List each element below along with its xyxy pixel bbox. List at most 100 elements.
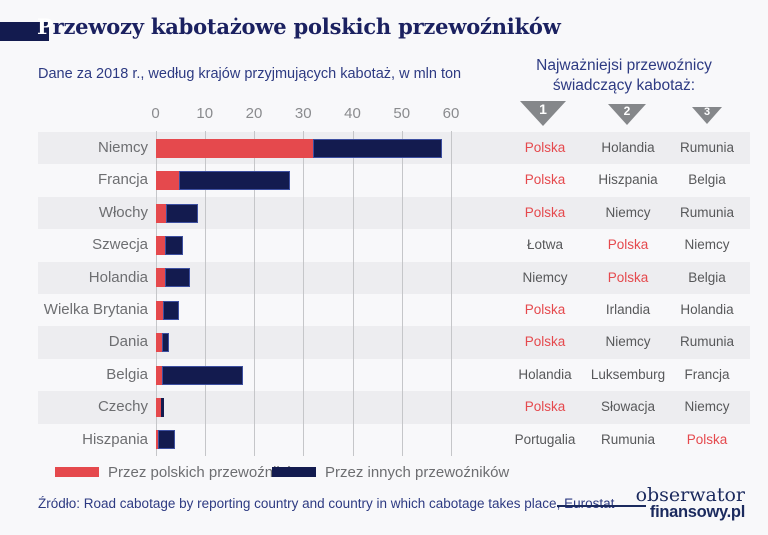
category-label: Belgia xyxy=(106,365,148,383)
page-title: Przewozy kabotażowe polskich przewoźnikó… xyxy=(37,14,561,39)
bar-segment-polish xyxy=(155,138,314,158)
bar-segment-other xyxy=(164,268,190,288)
carrier-cell: Holandia xyxy=(680,302,734,317)
category-label: Hiszpania xyxy=(82,430,148,448)
carrier-cell: Belgia xyxy=(688,269,726,285)
bar-segment-other xyxy=(160,397,165,417)
title-first-letter: P xyxy=(37,14,53,39)
bar-segment-other xyxy=(158,430,176,450)
bar-segment-other xyxy=(161,333,169,353)
carrier-cell: Rumunia xyxy=(600,431,656,447)
bar-segment-polish xyxy=(155,235,165,255)
gridline xyxy=(451,131,452,456)
carrier-cell: Holandia xyxy=(601,140,655,155)
category-label: Wielka Brytania xyxy=(43,301,148,318)
axis-tick-label: 0 xyxy=(151,105,160,122)
carriers-heading-line2: świadczący kabotaż: xyxy=(552,77,696,94)
carrier-cell: Holandia xyxy=(518,366,572,382)
carrier-cell: Hiszpania xyxy=(598,172,658,188)
category-label: Holandia xyxy=(88,268,148,286)
carrier-cell: Niemcy xyxy=(605,334,651,350)
category-label: Włochy xyxy=(98,203,148,221)
bar-segment-polish xyxy=(155,430,159,450)
legend-item-polish: Przez polskich przewoźników xyxy=(55,463,304,481)
axis-tick-label: 40 xyxy=(344,105,361,122)
legend-item-other: Przez innych przewoźników xyxy=(272,463,510,481)
carrier-cell: Polska xyxy=(607,237,649,253)
carrier-cell: Słowacja xyxy=(600,399,656,415)
bar-segment-other xyxy=(164,235,184,255)
carrier-cell: Polska xyxy=(524,399,566,415)
carrier-cell: Polska xyxy=(607,269,649,285)
rank-1-triangle-icon xyxy=(520,101,566,126)
carrier-cell: Łotwa xyxy=(526,237,564,253)
legend-swatch-polish xyxy=(55,467,99,477)
rank-3-label: 3 xyxy=(703,106,711,118)
source-note: Źródło: Road cabotage by reporting count… xyxy=(38,496,615,511)
carrier-cell: Niemcy xyxy=(684,237,730,253)
carrier-cell: Polska xyxy=(524,204,566,220)
bar-segment-other xyxy=(313,138,443,158)
category-label: Niemcy xyxy=(97,139,148,156)
carriers-heading-line1: Najważniejsi przewoźnicy xyxy=(536,57,712,74)
carriers-heading: Najważniejsi przewoźnicy świadczący kabo… xyxy=(490,56,758,96)
carrier-cell: Rumunia xyxy=(679,334,735,350)
carrier-cell: Francja xyxy=(684,366,730,382)
chart-subtitle: Dane za 2018 r., według krajów przyjmują… xyxy=(38,66,462,82)
bar-segment-other xyxy=(178,171,290,191)
logo-rule xyxy=(557,505,646,507)
rank-1-label: 1 xyxy=(539,101,547,117)
axis-tick-label: 10 xyxy=(196,105,214,122)
legend-label-polish: Przez polskich przewoźników xyxy=(108,463,304,481)
carrier-cell: Polska xyxy=(524,172,566,188)
carrier-cell: Luksemburg xyxy=(590,366,666,382)
brand-logo: obserwator finansowy.pl xyxy=(635,484,746,521)
carrier-cell: Rumunia xyxy=(679,140,735,155)
gridline xyxy=(401,131,403,456)
carrier-cell: Belgia xyxy=(688,172,726,188)
rank-2-triangle-icon xyxy=(608,104,646,125)
axis-tick-label: 30 xyxy=(294,105,312,122)
carrier-cell: Niemcy xyxy=(605,204,651,220)
category-label: Francja xyxy=(97,171,148,189)
axis-tick-label: 20 xyxy=(245,105,263,122)
bar-segment-polish xyxy=(155,333,162,353)
carrier-cell: Portugalia xyxy=(514,431,576,447)
gridline xyxy=(352,131,354,456)
carrier-cell: Polska xyxy=(524,334,566,350)
carrier-cell: Rumunia xyxy=(679,204,735,220)
bar-segment-other xyxy=(161,365,244,385)
logo-line2: finansowy.pl xyxy=(649,503,745,521)
carrier-cell: Irlandia xyxy=(605,302,651,317)
carrier-cell: Niemcy xyxy=(522,269,568,285)
bar-segment-polish xyxy=(155,203,166,223)
bar-segment-polish xyxy=(155,365,162,385)
bar-segment-polish xyxy=(155,397,161,417)
legend-label-other: Przez innych przewoźników xyxy=(325,463,510,481)
category-label: Czechy xyxy=(97,398,148,416)
bar-segment-polish xyxy=(155,268,165,288)
category-label: Szwecja xyxy=(92,236,148,254)
title-rest: rzewozy kabotażowe polskich przewoźników xyxy=(52,14,561,39)
logo-line1: obserwator xyxy=(635,484,745,506)
axis-tick-label: 50 xyxy=(393,105,411,122)
gridline xyxy=(254,131,255,456)
carrier-cell: Polska xyxy=(524,302,566,317)
bar-segment-polish xyxy=(155,171,179,191)
axis-tick-label: 60 xyxy=(442,105,460,122)
gridline xyxy=(155,131,157,456)
gridline xyxy=(303,131,305,456)
bar-segment-other xyxy=(162,300,180,320)
category-label: Dania xyxy=(108,333,148,351)
rank-3-triangle-icon xyxy=(692,107,722,124)
bar-segment-polish xyxy=(155,300,163,320)
rank-2-label: 2 xyxy=(623,104,631,118)
carrier-cell: Polska xyxy=(524,140,566,155)
title-accent-box xyxy=(0,22,49,41)
bar-segment-other xyxy=(165,203,198,223)
carrier-cell: Polska xyxy=(686,431,728,447)
legend-swatch-other xyxy=(272,467,316,477)
carrier-cell: Niemcy xyxy=(684,399,730,415)
gridline xyxy=(204,131,206,456)
